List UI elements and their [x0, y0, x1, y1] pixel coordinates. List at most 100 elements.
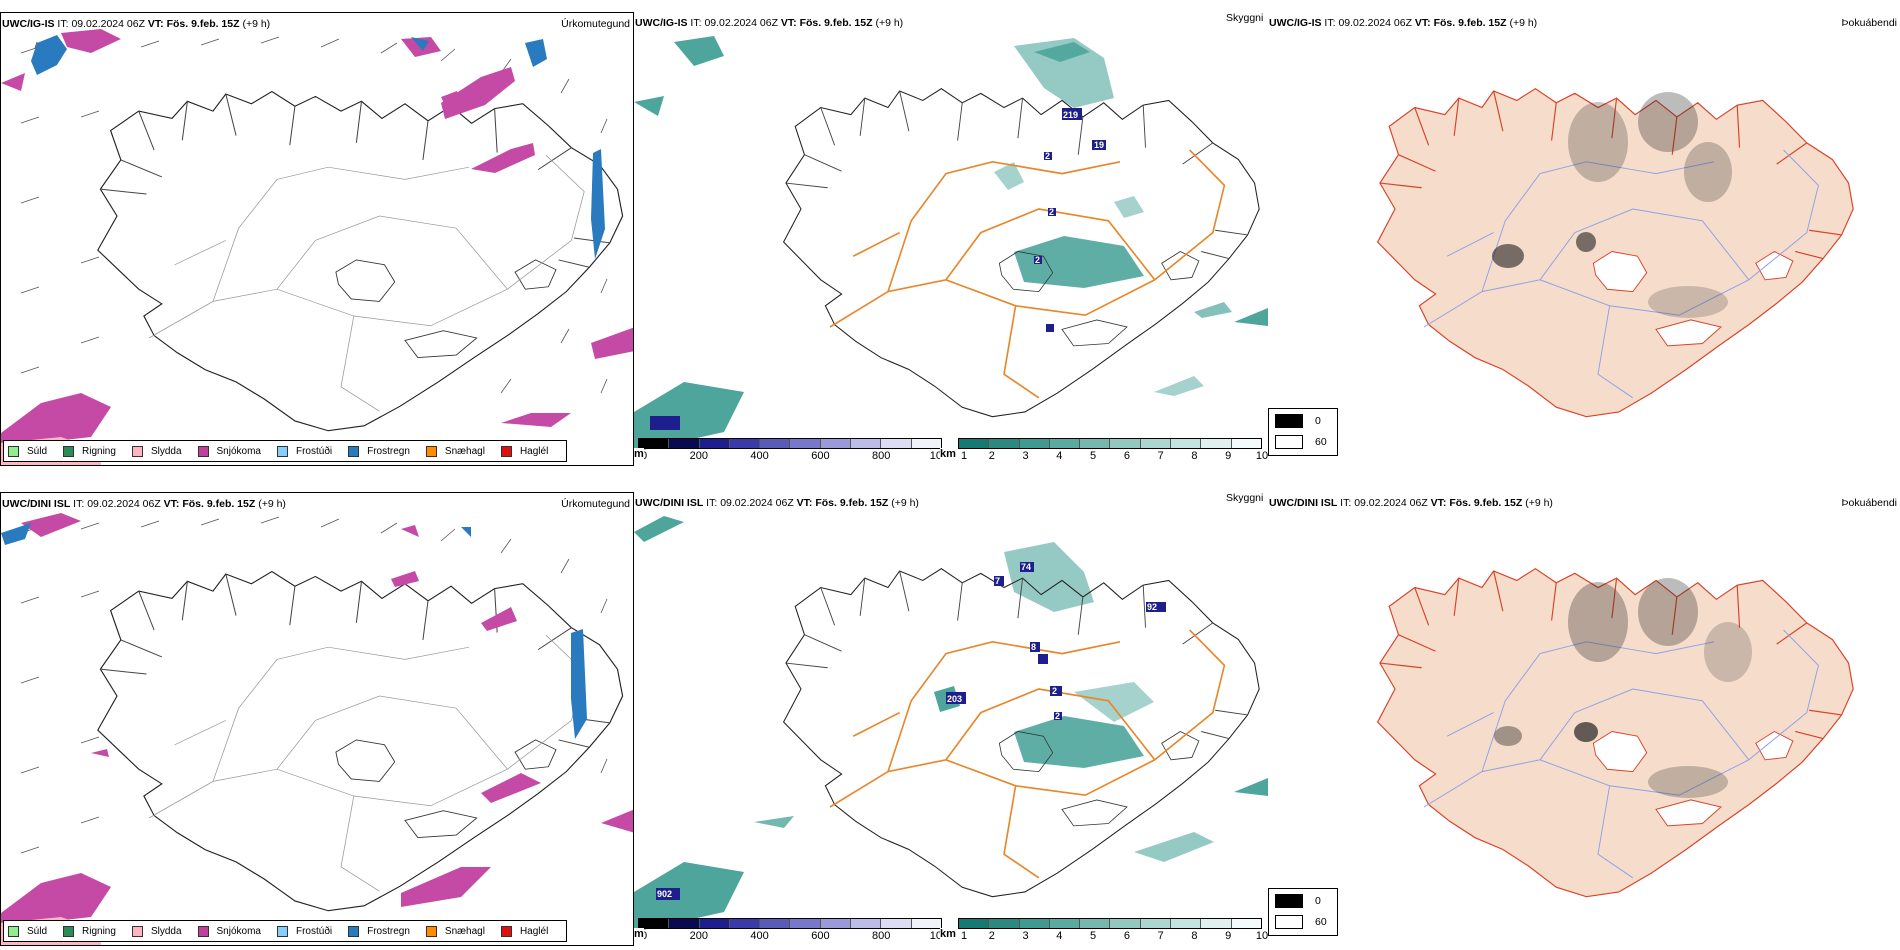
colorbar-tick: 3: [1022, 930, 1029, 942]
colorbar-cell: [699, 919, 730, 928]
panel-title: UWC/DINI ISL IT: 09.02.2024 06Z VT: Fös.…: [1269, 497, 1553, 509]
precip-type-panel-dini: UWC/DINI ISL IT: 09.02.2024 06Z VT: Fös.…: [0, 492, 634, 946]
panel-title: UWC/IG-IS IT: 09.02.2024 06Z VT: Fös. 9.…: [635, 17, 904, 29]
colorbar-tick: 800: [872, 930, 891, 942]
visibility-panel-dini: UWC/DINI ISL IT: 09.02.2024 06Z VT: Fös.…: [634, 492, 1268, 946]
precip-legend: Súld Rigning Slydda Snjókoma Frostúði Fr…: [3, 440, 568, 462]
ceiling-label: 2: [1055, 711, 1060, 721]
visibility-unit: km: [940, 448, 956, 460]
legend-freezing-drizzle: Frostúði: [276, 925, 332, 937]
colorbar-tick: 4: [1056, 450, 1063, 462]
legend-freezing-rain: Frostregn: [348, 445, 410, 457]
fog-shading: [1494, 578, 1752, 798]
visibility-map[interactable]: 219 19 2 2 2: [634, 12, 1268, 466]
panel-title: UWC/IG-IS IT: 09.02.2024 06Z VT: Fös. 9.…: [2, 18, 271, 30]
colorbar-cell: [911, 439, 941, 448]
colorbar-cell: [851, 439, 882, 448]
colorbar-cell: [639, 439, 670, 448]
colorbar-cell: [851, 919, 882, 928]
ceiling-label: 203: [947, 694, 962, 704]
colorbar-cell: [669, 439, 700, 448]
colorbar-cell: [1231, 919, 1261, 928]
legend-snow: Snjókoma: [197, 445, 261, 457]
ceiling-label: 2: [1045, 151, 1050, 161]
field-name: Skyggni: [1226, 12, 1264, 24]
colorbar-cell: [760, 919, 791, 928]
colorbar-cell: [1019, 439, 1050, 448]
colorbar-cell: [820, 919, 852, 928]
freezing-rain-areas: [31, 35, 605, 259]
snow-areas: [1, 29, 633, 447]
colorbar-tick: 6: [1123, 450, 1130, 462]
colorbar-cell: [959, 439, 990, 448]
visibility-colorbar: 1 2 3 4 5 6 7 8 9 10 km: [940, 438, 1268, 466]
colorbar-cell: [790, 919, 821, 928]
ceiling-label: 74: [1021, 562, 1031, 572]
colorbar-tick: 1: [960, 930, 968, 942]
colorbar-tick: 0: [640, 450, 648, 462]
ceiling-dots: [656, 562, 1166, 900]
ceiling-colorbar: 02004006008001000 m: [634, 918, 954, 946]
colorbar-cell: [881, 919, 912, 928]
legend-snow-pellets: Snæhagl: [425, 925, 485, 937]
colorbar-cell: [1140, 919, 1172, 928]
ceiling-label: 92: [1147, 602, 1157, 612]
colorbar-cell: [1171, 919, 1202, 928]
ceiling-unit: m: [634, 448, 644, 460]
colorbar-cell: [1049, 439, 1081, 448]
ceiling-label: 219: [1063, 110, 1078, 120]
legend-sleet: Slydda: [131, 445, 182, 457]
ceiling-dots: [650, 108, 1106, 430]
colorbar-tick: 10: [1255, 930, 1268, 942]
colorbar-cell: [1201, 439, 1232, 448]
legend-freezing-drizzle: Frostúði: [276, 445, 332, 457]
precip-type-panel-ig: UWC/IG-IS IT: 09.02.2024 06Z VT: Fös. 9.…: [0, 12, 634, 466]
ceiling-label: 2: [1035, 255, 1040, 265]
colorbar-tick: 9: [1225, 450, 1232, 462]
precip-map[interactable]: [1, 493, 634, 946]
visibility-map[interactable]: 7 74 92 8 2 203 2 902: [634, 492, 1268, 946]
colorbar-cell: [669, 919, 700, 928]
colorbar-tick: 2: [988, 930, 995, 942]
ceiling-colorbar: 02004006008001000 m: [634, 438, 954, 466]
colorbar-cell: [1140, 439, 1172, 448]
colorbar-cell: [699, 439, 730, 448]
colorbar-cell: [989, 439, 1020, 448]
colorbar-cell: [989, 919, 1020, 928]
legend-rain: Rigning: [63, 925, 116, 937]
field-name: Skyggni: [1226, 492, 1264, 504]
colorbar-cell: [1110, 439, 1141, 448]
colorbar-cell: [1171, 439, 1202, 448]
freezing-rain-areas: [1, 523, 587, 739]
colorbar-cell: [760, 439, 791, 448]
legend-snow-pellets: Snæhagl: [425, 445, 485, 457]
ceiling-label: 2: [1052, 686, 1057, 696]
colorbar-tick: 7: [1157, 930, 1164, 942]
fog-map[interactable]: [1268, 492, 1900, 946]
precip-map[interactable]: [1, 13, 634, 466]
ceiling-unit: m: [634, 928, 644, 940]
ceiling-label: 19: [1094, 140, 1104, 150]
legend-drizzle: Súld: [8, 445, 47, 457]
colorbar-cell: [1049, 919, 1081, 928]
colorbar-tick: 600: [811, 930, 830, 942]
colorbar-cell: [1019, 919, 1050, 928]
colorbar-cell: [959, 919, 990, 928]
colorbar-tick: 0: [640, 930, 648, 942]
colorbar-cell: [1080, 439, 1111, 448]
colorbar-cell: [911, 919, 941, 928]
colorbar-cell: [729, 439, 761, 448]
field-name: Úrkomutegund: [561, 498, 630, 510]
fog-panel-ig: UWC/IG-IS IT: 09.02.2024 06Z VT: Fös. 9.…: [1268, 12, 1900, 466]
fog-legend: 0 60: [1268, 888, 1338, 936]
ceiling-label: 7: [995, 576, 1000, 586]
colorbar-cell: [639, 919, 670, 928]
field-name: Úrkomutegund: [561, 18, 630, 30]
vis-areas: [634, 36, 1268, 452]
colorbar-tick: 400: [750, 450, 769, 462]
colorbar-cell: [1110, 919, 1141, 928]
fog-legend: 0 60: [1268, 408, 1338, 456]
fog-map[interactable]: [1268, 12, 1900, 466]
visibility-panel-ig: UWC/IG-IS IT: 09.02.2024 06Z VT: Fös. 9.…: [634, 12, 1268, 466]
vis-areas: [634, 516, 1268, 932]
